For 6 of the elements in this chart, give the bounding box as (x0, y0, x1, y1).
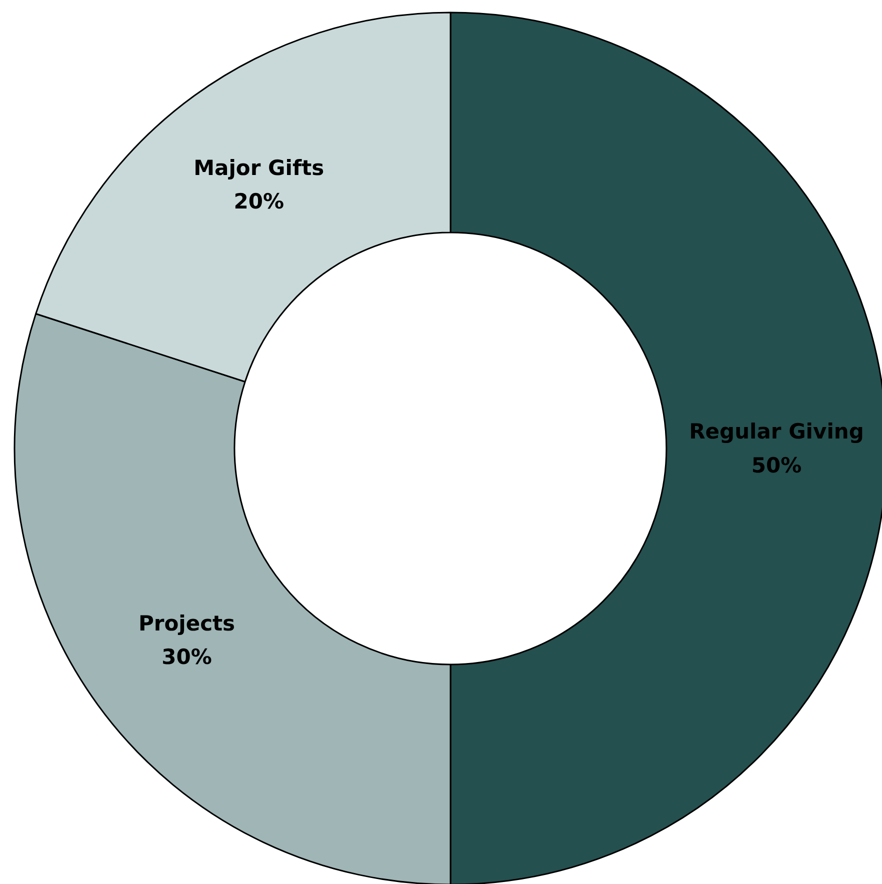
slice-label: Projects (138, 611, 236, 636)
data-label: 50% (751, 453, 802, 478)
slice-label: Regular Giving (689, 420, 864, 444)
data-label: 20% (234, 190, 284, 214)
slice-label: Major Gifts (194, 156, 324, 180)
data-label: 30% (162, 644, 212, 669)
